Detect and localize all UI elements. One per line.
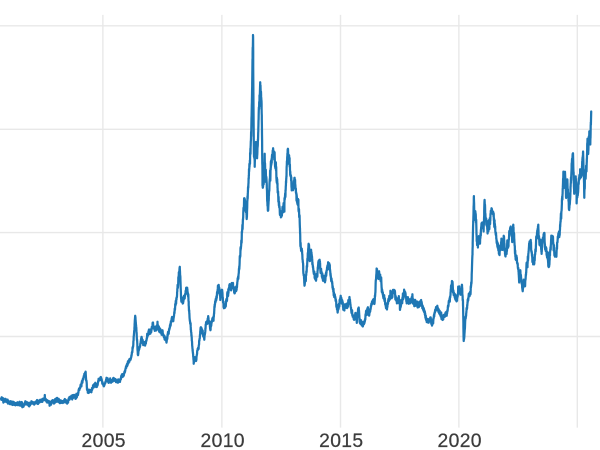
svg-text:2015: 2015 [319,431,363,450]
svg-text:2005: 2005 [82,431,126,450]
svg-text:2020: 2020 [438,431,482,450]
svg-text:2010: 2010 [201,431,245,450]
